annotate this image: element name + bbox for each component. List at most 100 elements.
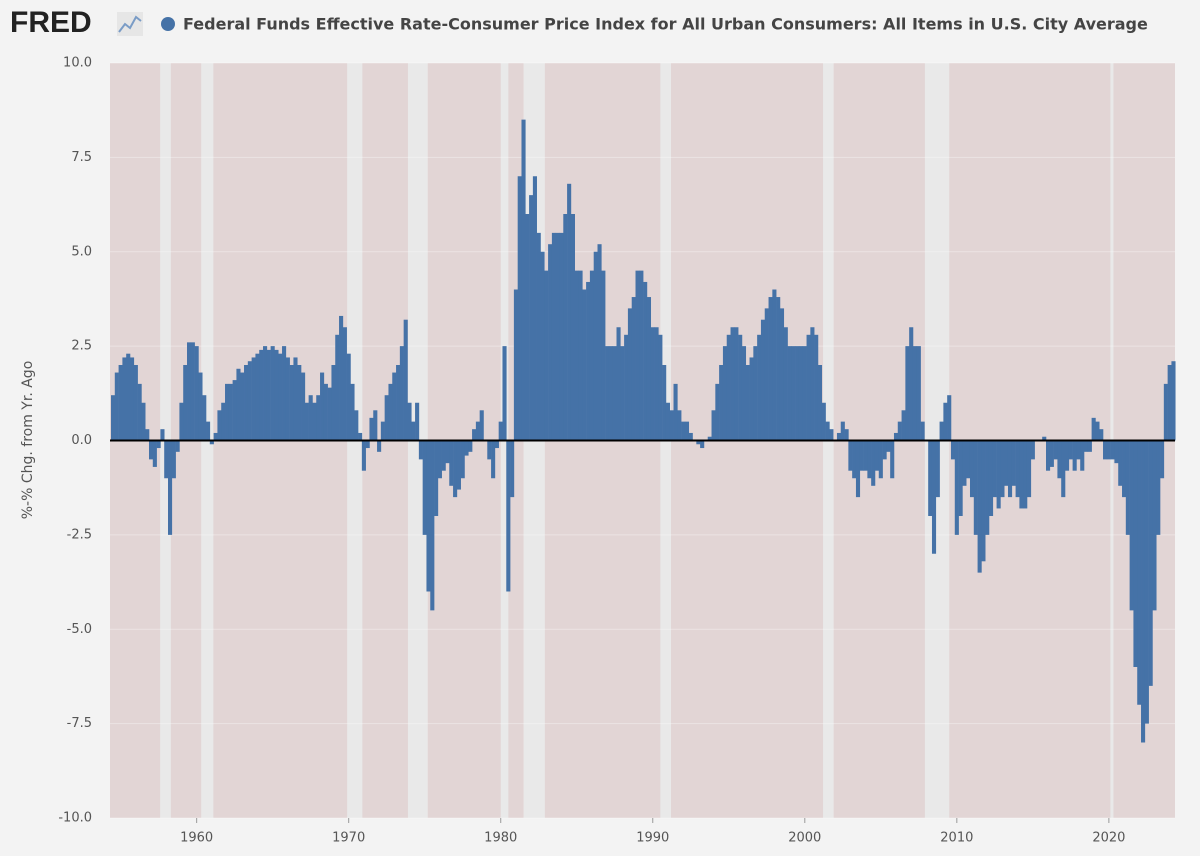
bar [1091,417,1096,441]
bar [654,327,659,441]
bar [255,353,260,441]
bar [320,372,325,441]
bar [137,383,142,441]
bar [620,346,625,441]
bar [1061,440,1066,498]
bar [593,251,598,441]
bar [540,251,545,441]
bar [859,440,864,471]
bar [126,353,131,441]
bar [510,440,515,498]
bar [1000,440,1005,498]
bar [612,346,617,441]
bar [377,440,382,452]
bar [844,429,849,441]
bar [1026,440,1032,498]
bar [810,327,815,441]
bar [1068,440,1073,460]
bar [639,270,644,441]
bar [133,365,138,441]
bar [817,365,823,441]
y-tick-label: -5.0 [67,622,92,637]
bar [890,440,895,479]
bar [475,421,480,441]
bar [171,440,176,479]
bar [536,232,541,441]
bar [183,365,188,441]
bar [399,346,404,441]
y-tick-label: 10.0 [63,56,92,71]
bar [920,421,925,441]
bar [627,308,633,441]
bar [996,440,1001,509]
bar [597,244,602,441]
bar [365,440,370,449]
bar [164,440,169,479]
bar [1084,440,1089,452]
bar [734,327,739,441]
bar [1046,440,1051,471]
bar [909,327,914,441]
bar [194,346,199,441]
bar [601,270,606,441]
bar [380,421,385,441]
bar [791,346,796,441]
bar [969,440,975,498]
bar [1015,440,1020,498]
bar [331,365,336,441]
bar [719,365,724,441]
bar [472,429,477,441]
bar [426,440,431,592]
bar [225,383,230,441]
bar [836,432,842,441]
bar [384,395,389,441]
bar [251,357,256,441]
legend-label: Federal Funds Effective Rate-Consumer Pr… [183,15,1148,34]
bar [308,395,313,441]
bar [437,440,442,479]
bar [373,410,378,441]
bar [498,421,503,441]
bar [673,383,678,441]
bar [456,440,461,490]
bar [1080,440,1085,471]
bar [814,334,819,441]
bar [430,440,435,611]
bar [494,440,499,449]
bar [118,365,123,441]
bar [776,297,781,441]
x-tick-label: 1960 [180,831,213,846]
bar [129,357,135,441]
logo-icon-line [118,15,142,33]
bar [935,440,940,498]
bar [753,346,758,441]
bar [586,281,591,441]
bar [825,421,830,441]
bar [863,440,868,471]
bar [806,334,811,441]
bar [179,402,184,441]
bar [738,334,743,441]
bar [247,361,252,441]
bar [912,346,918,441]
bar [266,349,271,441]
bar [722,346,728,441]
bar [992,440,997,498]
bar [1011,440,1016,486]
bar [897,421,902,441]
bar [1049,440,1054,467]
bar [669,410,674,441]
bar [156,440,161,449]
bar [464,440,469,456]
bar [396,365,401,441]
bar [741,346,747,441]
bar [110,395,116,441]
bar [1023,440,1028,509]
bar [768,297,773,441]
bar [662,365,667,441]
bar [947,395,952,441]
bar [852,440,857,479]
bar [346,353,351,441]
bar [840,421,845,441]
bar [327,387,332,441]
